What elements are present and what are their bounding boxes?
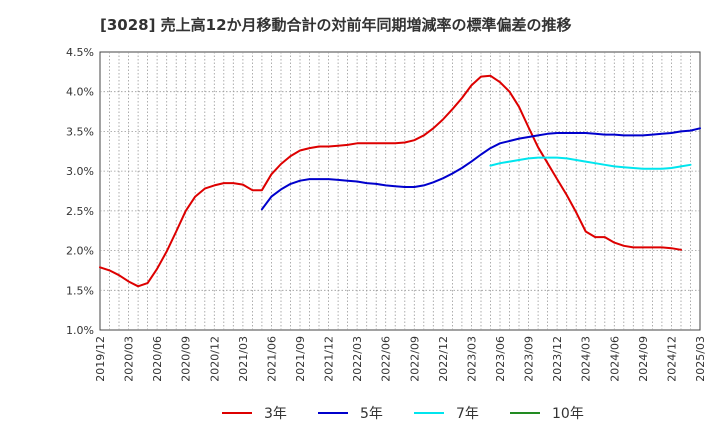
- x-tick-label: 2021/09: [294, 336, 307, 382]
- legend-label: 5年: [360, 406, 383, 422]
- x-tick-label: 2021/03: [237, 336, 250, 382]
- x-tick-label: 2024/09: [637, 336, 650, 382]
- vertical-grid: [109, 52, 691, 330]
- chart-title: [3028] 売上高12か月移動合計の対前年同期増減率の標準偏差の推移: [100, 16, 572, 34]
- legend-label: 10年: [552, 406, 584, 422]
- x-tick-label: 2024/06: [608, 336, 621, 382]
- x-tick-label: 2023/06: [494, 336, 507, 382]
- y-tick-label: 3.5%: [66, 125, 94, 138]
- legend: 3年 5年 7年 10年: [222, 406, 584, 422]
- x-tick-label: 2022/12: [437, 336, 450, 382]
- y-tick-label: 4.5%: [66, 46, 94, 59]
- y-tick-label: 1.0%: [66, 324, 94, 337]
- series-line-5年: [260, 127, 701, 211]
- series-line-7年: [489, 156, 692, 170]
- legend-label: 3年: [264, 406, 287, 422]
- series-layer: [99, 74, 701, 288]
- x-tick-label: 2021/06: [265, 336, 278, 382]
- x-tick-label: 2022/09: [408, 336, 421, 382]
- x-tick-label: 2025/03: [694, 336, 707, 382]
- x-tick-label: 2023/09: [523, 336, 536, 382]
- y-tick-label: 2.5%: [66, 205, 94, 218]
- x-tick-label: 2020/12: [208, 336, 221, 382]
- y-tick-label: 4.0%: [66, 86, 94, 99]
- x-tick-label: 2021/12: [323, 336, 336, 382]
- x-tick-label: 2019/12: [94, 336, 107, 382]
- x-tick-label: 2020/03: [123, 336, 136, 382]
- y-tick-label: 3.0%: [66, 165, 94, 178]
- plot-frame: [99, 51, 701, 331]
- x-tick-label: 2024/12: [665, 336, 678, 382]
- y-tick-label: 2.0%: [66, 245, 94, 258]
- series-line-3年: [99, 74, 682, 288]
- x-tick-label: 2020/06: [151, 336, 164, 382]
- y-axis-ticks: 1.0% 1.5% 2.0% 2.5% 3.0% 3.5% 4.0% 4.5%: [66, 46, 94, 337]
- plot-area: [99, 51, 701, 331]
- x-tick-label: 2022/06: [380, 336, 393, 382]
- x-tick-label: 2023/12: [551, 336, 564, 382]
- legend-label: 7年: [456, 406, 479, 422]
- x-tick-label: 2020/09: [180, 336, 193, 382]
- x-tick-label: 2024/03: [580, 336, 593, 382]
- x-tick-label: 2023/03: [465, 336, 478, 382]
- x-axis-ticks: 2019/12 2020/03 2020/06 2020/09 2020/12 2021/…: [94, 336, 707, 382]
- x-tick-label: 2022/03: [351, 336, 364, 382]
- y-tick-label: 1.5%: [66, 284, 94, 297]
